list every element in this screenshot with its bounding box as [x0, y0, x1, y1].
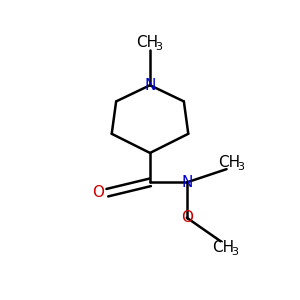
Text: 3: 3 — [231, 247, 238, 256]
Text: 3: 3 — [155, 42, 162, 52]
Text: N: N — [181, 175, 193, 190]
Text: CH: CH — [136, 35, 158, 50]
Text: N: N — [144, 78, 156, 93]
Text: CH: CH — [218, 155, 240, 170]
Text: O: O — [92, 185, 104, 200]
Text: O: O — [181, 210, 193, 225]
Text: 3: 3 — [237, 162, 244, 172]
Text: CH: CH — [212, 240, 234, 255]
